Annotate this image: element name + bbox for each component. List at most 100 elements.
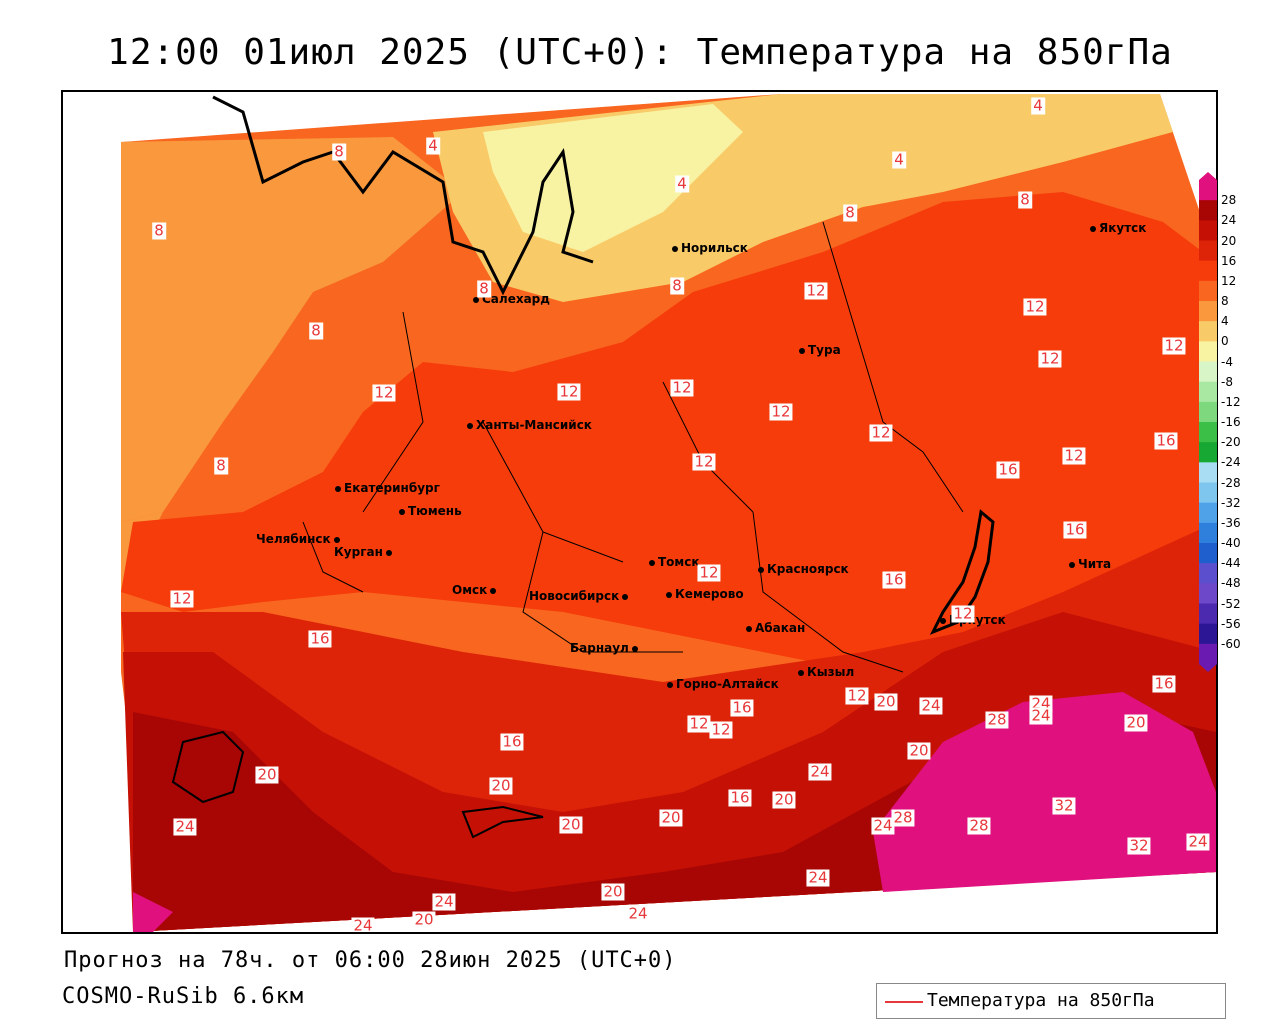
- colorbar-segment: [1199, 583, 1217, 604]
- map-canvas: [121, 94, 1216, 932]
- contour-label: 12: [769, 402, 793, 421]
- city-norilsk: Норильск: [672, 241, 748, 255]
- colorbar-segment: [1199, 643, 1217, 665]
- city-dot: [799, 347, 805, 354]
- colorbar-tick-label: -12: [1221, 394, 1241, 409]
- colorbar-segment: [1199, 301, 1217, 322]
- city-dot: [399, 508, 405, 515]
- city-yakutsk: Якутск: [1090, 221, 1146, 235]
- colorbar-segment: [1199, 442, 1217, 463]
- contour-label: 20: [489, 776, 513, 795]
- city-tyumen: Тюмень: [399, 504, 462, 518]
- contour-label: 16: [500, 732, 524, 751]
- city-dot: [490, 587, 497, 594]
- city-label: Горно-Алтайск: [676, 677, 779, 691]
- contour-label: 12: [557, 382, 581, 401]
- colorbar-segment: [1199, 321, 1217, 342]
- colorbar-tick-label: -16: [1221, 415, 1241, 429]
- colorbar-segment: [1199, 462, 1217, 483]
- city-label: Новосибирск: [529, 589, 620, 603]
- city-chelyabinsk: Челябинск: [256, 532, 343, 546]
- city-label: Кемерово: [675, 587, 744, 601]
- colorbar-tick-label: -60: [1221, 636, 1241, 651]
- colorbar-segment: [1199, 522, 1217, 544]
- contour-label: 20: [601, 882, 625, 901]
- contour-label: 20: [255, 765, 279, 784]
- colorbar-segment: [1199, 381, 1217, 403]
- contour-label: 20: [659, 808, 683, 827]
- city-omsk: Омск: [452, 583, 499, 597]
- contour-label: 20: [559, 815, 583, 834]
- contour-label: 12: [170, 589, 194, 608]
- city-kurgan: Курган: [334, 545, 395, 559]
- colorbar-tick-label: -48: [1221, 576, 1241, 591]
- contour-label: 28: [985, 710, 1009, 729]
- colorbar-segment: [1199, 260, 1217, 282]
- contour-label: 4: [426, 136, 440, 155]
- colorbar-tick-label: -52: [1221, 596, 1241, 611]
- colorbar-tick-label: -28: [1221, 475, 1241, 490]
- colorbar-segment: [1199, 482, 1217, 504]
- contour-label: 12: [951, 604, 975, 623]
- contour-label: 8: [477, 279, 491, 298]
- city-dot: [667, 681, 673, 688]
- model-info: COSMO-RuSib 6.6км: [62, 984, 305, 1009]
- contour-label: 8: [309, 321, 323, 340]
- colorbar-min-arrow: [1199, 664, 1217, 672]
- city-kyzyl: Кызыл: [798, 665, 854, 679]
- city-label: Салехард: [482, 292, 550, 306]
- colorbar-tick-label: -40: [1221, 536, 1241, 550]
- city-dot: [333, 536, 340, 543]
- city-label: Томск: [658, 555, 700, 569]
- city-dot: [631, 645, 638, 652]
- contour-label: 24: [808, 762, 832, 781]
- zone-0-north: [483, 104, 743, 252]
- balkhash-lake: [461, 805, 544, 839]
- city-label: Кызыл: [807, 665, 855, 679]
- contour-label: 12: [670, 378, 694, 397]
- city-dot: [649, 559, 655, 566]
- aral-sea: [171, 730, 245, 804]
- colorbar-segment: [1199, 220, 1217, 241]
- legend-line-swatch: [885, 1001, 923, 1003]
- contour-label: 12: [692, 452, 716, 471]
- contour-label: 8: [214, 456, 228, 475]
- colorbar-tick-label: 12: [1221, 273, 1237, 288]
- city-label: Норильск: [681, 241, 748, 255]
- colorbar-segment: [1199, 200, 1217, 221]
- contour-label: 20: [907, 741, 931, 760]
- contour-label: 16: [728, 788, 752, 807]
- colorbar-tick-label: -20: [1221, 435, 1241, 450]
- lake-baikal: [929, 509, 995, 635]
- city-label: Ханты-Мансийск: [476, 418, 592, 432]
- contour-label: 24: [806, 868, 830, 887]
- contour-label: 20: [1124, 713, 1148, 732]
- contour-label: 24: [626, 904, 650, 923]
- contour-label: 12: [845, 686, 869, 705]
- contour-label: 12: [697, 563, 721, 582]
- colorbar-tick-label: 16: [1221, 253, 1237, 268]
- zone-12-central: [121, 192, 1216, 692]
- city-tomsk: Томск: [649, 555, 700, 569]
- contour-label: 16: [730, 698, 754, 717]
- contour-label: 12: [869, 423, 893, 442]
- colorbar-tick-label: -24: [1221, 455, 1241, 470]
- contour-label: 28: [891, 808, 915, 827]
- contour-label: 32: [1127, 836, 1151, 855]
- colorbar-segment: [1199, 502, 1217, 524]
- colorbar-tick-label: -4: [1221, 354, 1233, 369]
- city-kemerovo: Кемерово: [666, 587, 744, 601]
- colorbar-segment: [1199, 422, 1217, 443]
- contour-label: 16: [1152, 674, 1176, 693]
- contour-label: 16: [308, 629, 332, 648]
- colorbar-tick-label: -32: [1221, 495, 1241, 510]
- city-label: Курган: [334, 545, 383, 559]
- contour-label: 20: [874, 692, 898, 711]
- contour-label: 24: [173, 817, 197, 836]
- contour-label: 4: [675, 174, 689, 193]
- contour-label: 8: [1018, 190, 1032, 209]
- colorbar-segment: [1199, 603, 1217, 625]
- city-label: Абакан: [755, 621, 806, 635]
- city-dot: [940, 617, 946, 624]
- city-salekhard: Салехард: [473, 292, 550, 306]
